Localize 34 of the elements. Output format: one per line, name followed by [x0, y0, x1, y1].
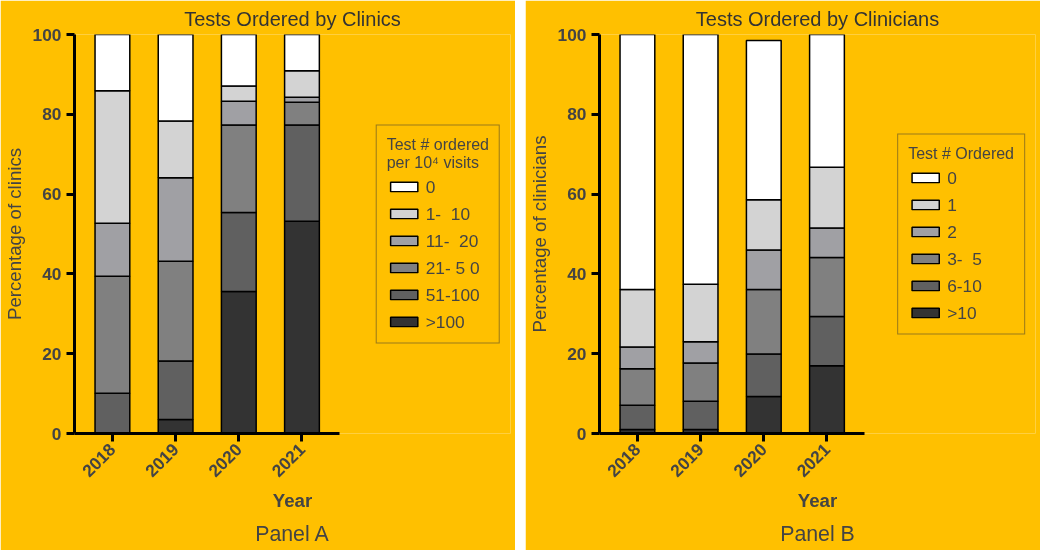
legend-label: 2 — [947, 221, 958, 242]
legend-label: 11- 20 — [425, 230, 479, 251]
legend-label: 21- 5 0 — [425, 257, 480, 278]
legend-label: 6-10 — [947, 275, 982, 296]
y-tick-label: 40 — [42, 263, 62, 284]
y-tick-label: 100 — [557, 24, 587, 45]
chart-title: Tests Ordered by Clinicians — [695, 7, 940, 30]
y-tick-label: 20 — [567, 343, 587, 364]
legend-label: 1- 10 — [425, 203, 471, 224]
text: Panel B — [780, 521, 855, 546]
y-tick-label: 0 — [51, 423, 62, 444]
legend-title: Test # Ordered — [908, 144, 1014, 162]
legend-label: 51-100 — [425, 284, 480, 305]
legend-title: Test # ordered per 10⁴ visits — [386, 135, 489, 171]
y-axis-title: Percentage of clinics — [3, 147, 25, 321]
y-tick-label: 60 — [567, 184, 587, 205]
x-axis-title: Year — [797, 490, 838, 512]
legend-label: 0 — [425, 176, 437, 197]
legend-label: 1 — [947, 194, 958, 215]
y-tick-label: 60 — [42, 184, 62, 205]
legend-label: >100 — [425, 311, 465, 332]
y-tick-label: 0 — [576, 423, 587, 444]
legend-label: 0 — [947, 167, 958, 188]
x-axis-title: Year — [272, 490, 313, 512]
y-axis-title: Percentage of clinicians — [528, 135, 550, 333]
legend-label: 3- 5 — [947, 248, 982, 269]
chart-title: Tests Ordered by Clinics — [184, 7, 401, 30]
y-tick-label: 40 — [567, 263, 587, 284]
text: Panel A — [255, 521, 330, 546]
legend-label: >10 — [947, 302, 977, 323]
y-tick-label: 80 — [567, 104, 587, 125]
y-tick-label: 100 — [32, 24, 62, 45]
y-tick-label: 80 — [42, 104, 62, 125]
y-tick-label: 20 — [42, 343, 62, 364]
